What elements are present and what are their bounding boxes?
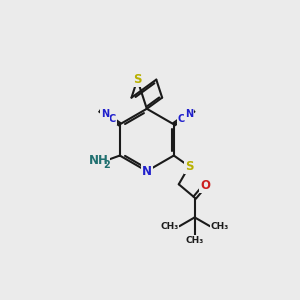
Text: N: N (101, 109, 109, 119)
Text: CH₃: CH₃ (211, 222, 229, 231)
Text: S: S (133, 73, 142, 86)
Text: 2: 2 (103, 160, 110, 170)
Text: N: N (185, 109, 193, 119)
Text: S: S (185, 160, 194, 173)
Text: NH: NH (89, 154, 109, 167)
Text: O: O (200, 179, 210, 192)
Text: C: C (178, 114, 185, 124)
Text: CH₃: CH₃ (161, 222, 179, 231)
Text: N: N (142, 165, 152, 178)
Text: C: C (109, 114, 116, 124)
Text: CH₃: CH₃ (186, 236, 204, 244)
